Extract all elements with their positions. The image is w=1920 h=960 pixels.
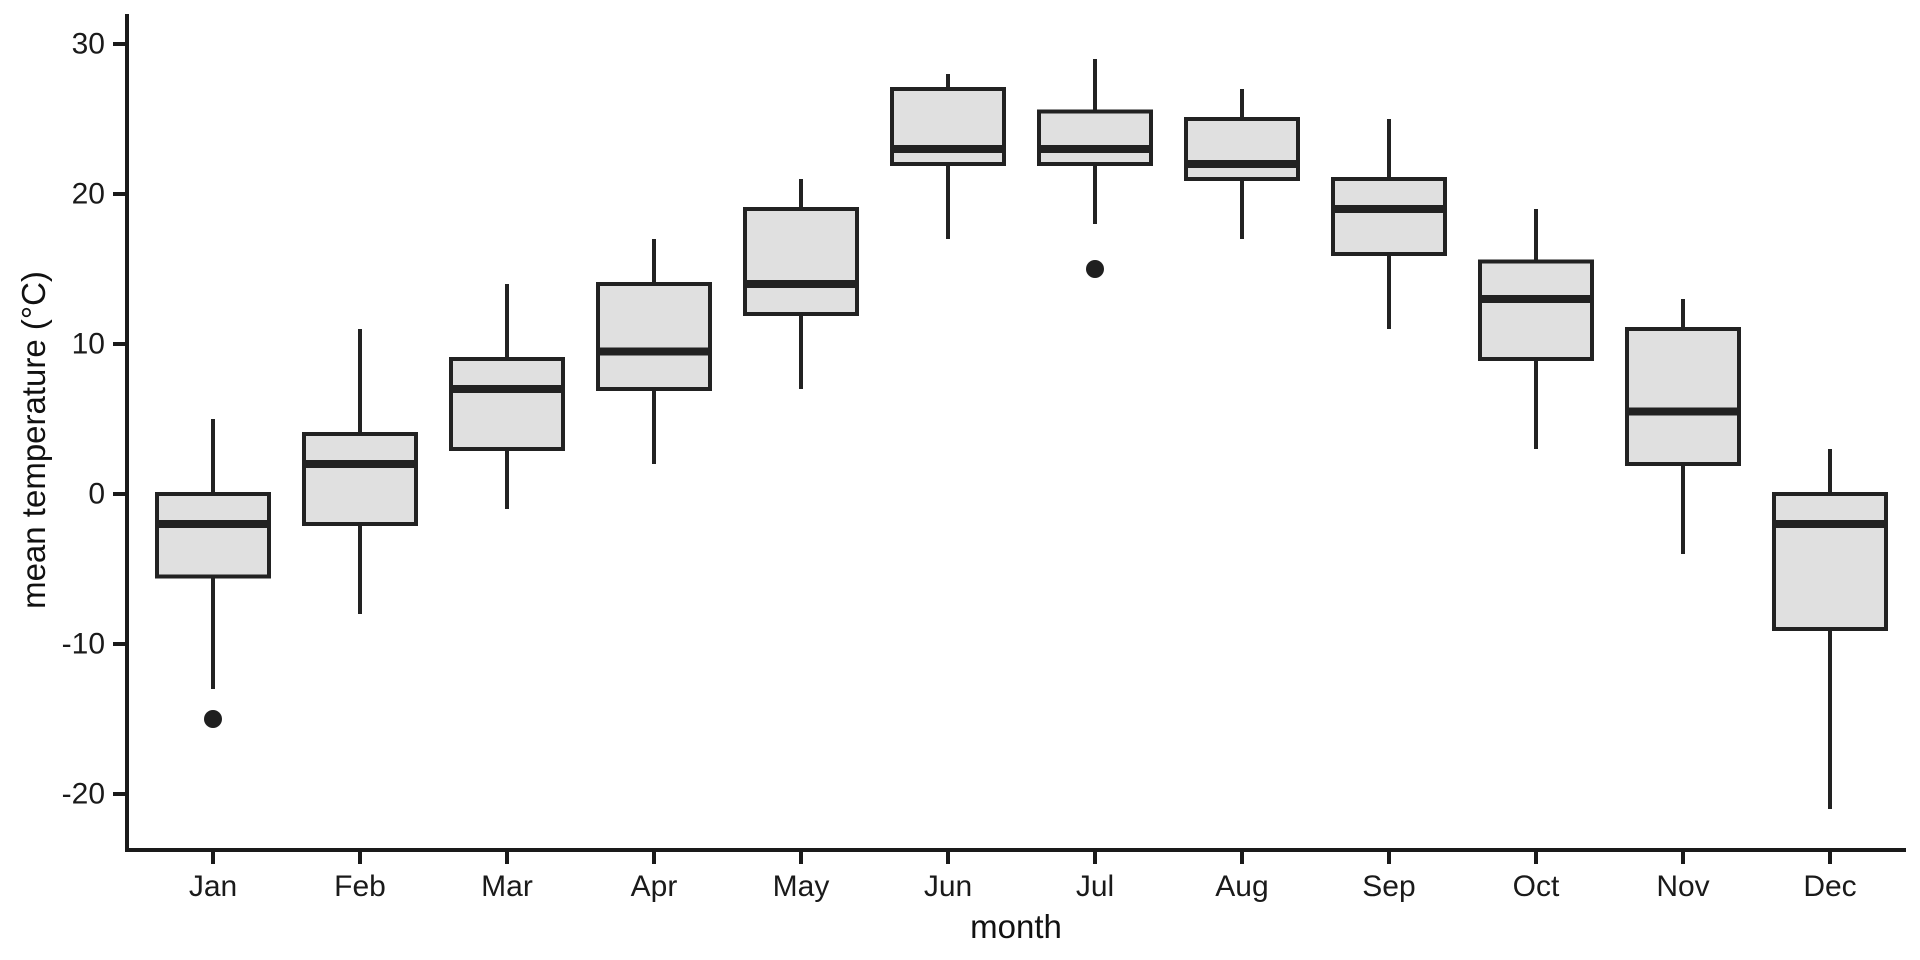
x-tick-label: Oct [1513,870,1560,903]
box-rect [743,207,859,316]
boxplot-group-sep [1331,119,1447,329]
box-rect [302,432,418,526]
box-rect [1478,259,1594,361]
box-rect [1184,117,1300,181]
boxplot-group-mar [449,284,565,509]
box-rect [596,282,712,391]
x-tick-label: Feb [334,870,386,903]
x-tick-label: Nov [1656,870,1709,903]
y-tick-label: -20 [62,778,105,811]
x-axis-title: month [970,908,1062,945]
x-tick-label: Aug [1215,870,1268,903]
x-tick-label: May [773,870,830,903]
box-rect [155,492,271,579]
boxplot-group-jun [890,74,1006,239]
x-tick-label: Jun [924,870,972,903]
outlier-point [1086,260,1104,278]
boxplot-group-oct [1478,209,1594,449]
y-tick-label: 20 [72,178,105,211]
box-rect [1625,327,1741,466]
y-tick-label: 0 [88,478,105,511]
y-tick-label: 30 [72,28,105,61]
y-tick-label: 10 [72,328,105,361]
x-tick-label: Jul [1076,870,1114,903]
x-tick-label: Sep [1362,870,1415,903]
boxplot-group-dec [1772,449,1888,809]
y-tick-label: -10 [62,628,105,661]
boxplot-group-may [743,179,859,389]
boxplot-group-jan [155,419,271,728]
y-axis-title-text: mean temperature (°C) [15,271,52,609]
boxplot-group-apr [596,239,712,464]
outlier-point [204,710,222,728]
x-tick-label: Apr [631,870,678,903]
boxplot-group-nov [1625,299,1741,554]
box-rect [449,357,565,451]
box-rect [1772,492,1888,631]
x-tick-label: Jan [189,870,237,903]
boxplot-group-aug [1184,89,1300,239]
boxplot-group-jul [1037,59,1153,278]
x-tick-label: Mar [481,870,533,903]
boxplot-group-feb [302,329,418,614]
box-rect [1331,177,1447,256]
x-tick-label: Dec [1803,870,1856,903]
box-rect [1037,109,1153,166]
